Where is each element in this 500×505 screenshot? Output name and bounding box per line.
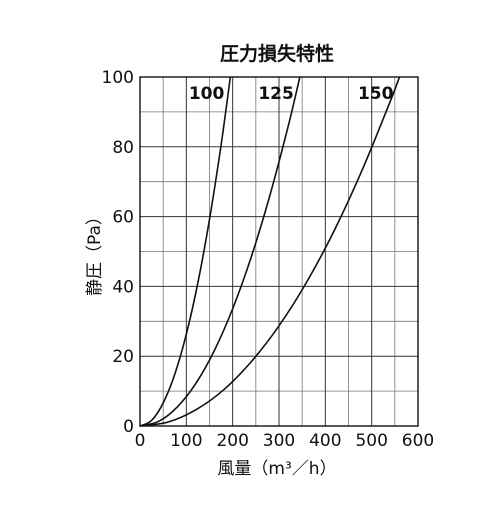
y-axis-label: 静圧（Pa） <box>85 208 105 296</box>
y-axis-ticks: 0 20 40 60 80 100 <box>102 68 134 437</box>
x-axis-ticks: 0 100 200 300 400 500 600 <box>135 431 435 451</box>
major-gridlines <box>140 77 418 426</box>
plot-frame <box>139 76 419 427</box>
y-tick-label: 80 <box>112 138 134 158</box>
x-tick-label: 300 <box>263 431 295 451</box>
x-tick-label: 100 <box>170 431 202 451</box>
series-curves <box>139 76 401 427</box>
series-line-150 <box>139 76 401 427</box>
series-label-100: 100 <box>189 84 225 104</box>
x-axis-label: 風量（m³／h） <box>217 459 336 479</box>
series-line-125 <box>139 76 301 427</box>
series-label-125: 125 <box>258 84 294 104</box>
series-line-100 <box>139 76 232 427</box>
y-tick-label: 60 <box>112 208 134 228</box>
series-label-150: 150 <box>358 84 394 104</box>
x-tick-label: 500 <box>355 431 387 451</box>
y-tick-label: 40 <box>112 277 134 297</box>
x-tick-label: 600 <box>402 431 434 451</box>
series-labels: 100 125 150 <box>189 84 394 104</box>
chart-title: 圧力損失特性 <box>220 42 334 65</box>
x-tick-label: 400 <box>309 431 341 451</box>
y-tick-label: 100 <box>102 68 134 88</box>
y-tick-label: 0 <box>123 417 134 437</box>
y-tick-label: 20 <box>112 347 134 367</box>
x-tick-label: 0 <box>135 431 146 451</box>
x-tick-label: 200 <box>216 431 248 451</box>
